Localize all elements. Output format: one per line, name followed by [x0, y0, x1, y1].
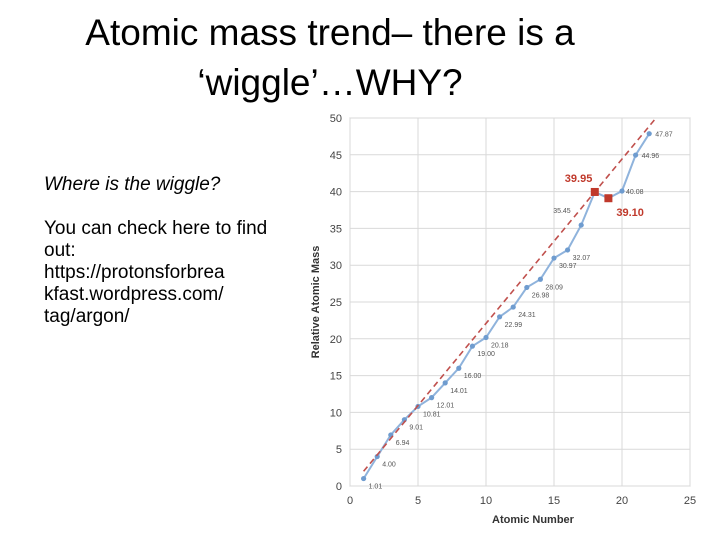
point-value-label: 26.98: [532, 292, 550, 299]
highlight-marker: [604, 194, 613, 203]
title-line-2: ‘wiggle’…WHY?: [197, 62, 463, 103]
point-value-label: 44.96: [642, 153, 660, 160]
title-line-1: Atomic mass trend– there is a: [85, 12, 575, 53]
data-point: [442, 380, 448, 386]
data-point: [429, 395, 435, 401]
x-tick-label: 25: [684, 495, 696, 507]
chart-svg: 0 5 10 15 20 25 30 35 40 45 50 0 5 10 15 20 25 Atomic Nu…: [310, 113, 696, 526]
data-point: [537, 276, 543, 282]
point-value-label: 14.01: [450, 388, 468, 395]
data-point: [619, 188, 625, 194]
x-tick-label: 5: [415, 495, 421, 507]
chart-series: [361, 117, 657, 482]
x-tick-label: 0: [347, 495, 353, 507]
trend-line: [362, 117, 657, 472]
chart-grid: [349, 117, 691, 487]
slide-body: Where is the wiggle? You can check here …: [44, 174, 284, 328]
y-tick-label: 0: [336, 481, 342, 493]
point-value-label: 1.01: [369, 484, 383, 491]
data-point: [578, 222, 584, 228]
point-value-label: 9.01: [409, 425, 423, 432]
y-tick-label: 10: [330, 407, 342, 419]
y-tick-label: 50: [330, 113, 342, 125]
x-tick-label: 20: [616, 495, 628, 507]
point-value-label: 32.07: [573, 255, 591, 262]
y-tick-label: 15: [330, 371, 342, 383]
link-url-line-3[interactable]: tag/argon/: [44, 306, 130, 327]
atomic-mass-chart: 0 5 10 15 20 25 30 35 40 45 50 0 5 10 15 20 25 Atomic Nu…: [300, 106, 720, 540]
data-point: [483, 334, 489, 341]
link-url-line-2[interactable]: kfast.wordpress.com/: [44, 284, 224, 305]
data-point: [456, 365, 462, 371]
point-value-label: 19.00: [477, 351, 495, 358]
data-point: [646, 131, 652, 137]
slide-title: Atomic mass trend– there is a ‘wiggle’…W…: [0, 8, 660, 108]
point-value-label: 10.81: [423, 411, 441, 418]
point-value-label: 24.31: [518, 312, 536, 319]
y-axis-label: Relative Atomic Mass: [310, 246, 322, 359]
highlight-marker: [590, 187, 599, 196]
check-paragraph: You can check here to find out: https://…: [44, 218, 284, 328]
point-value-label: 16.00: [464, 373, 482, 380]
point-value-label: 4.00: [382, 462, 396, 469]
data-point: [633, 152, 639, 158]
x-tick-label: 15: [548, 495, 560, 507]
data-point: [497, 314, 503, 320]
point-value-label: 30.97: [559, 263, 577, 270]
highlight-value-label: 39.95: [565, 173, 593, 185]
y-tick-label: 25: [330, 297, 342, 309]
y-tick-label: 30: [330, 260, 342, 272]
data-point: [565, 247, 571, 253]
point-value-label: 6.94: [396, 440, 410, 447]
y-tick-label: 35: [330, 223, 342, 235]
y-tick-label: 45: [330, 150, 342, 162]
data-point: [361, 475, 367, 482]
y-tick-label: 40: [330, 187, 342, 199]
link-url-line-1[interactable]: https://protonsforbrea: [44, 262, 225, 283]
x-tick-label: 10: [480, 495, 492, 507]
point-value-label: 47.87: [655, 132, 673, 139]
point-value-label: 40.08: [626, 189, 644, 196]
chart-axes: 0 5 10 15 20 25 30 35 40 45 50 0 5 10 15 20 25: [330, 113, 696, 507]
y-tick-label: 20: [330, 334, 342, 346]
data-point: [551, 255, 557, 261]
point-value-label: 20.18: [491, 342, 509, 349]
wiggle-question: Where is the wiggle?: [44, 174, 221, 195]
highlight-value-label: 39.10: [616, 207, 644, 219]
data-point: [524, 284, 530, 291]
y-tick-label: 5: [336, 444, 342, 456]
point-value-label: 12.01: [437, 403, 455, 410]
check-text: You can check here to find out:: [44, 218, 268, 261]
point-value-label: 22.99: [505, 322, 523, 329]
x-axis-label: Atomic Number: [492, 514, 575, 526]
data-point: [510, 304, 516, 310]
point-value-label: 28.09: [545, 284, 563, 291]
data-point: [469, 343, 475, 349]
point-value-label: 35.45: [553, 208, 571, 215]
